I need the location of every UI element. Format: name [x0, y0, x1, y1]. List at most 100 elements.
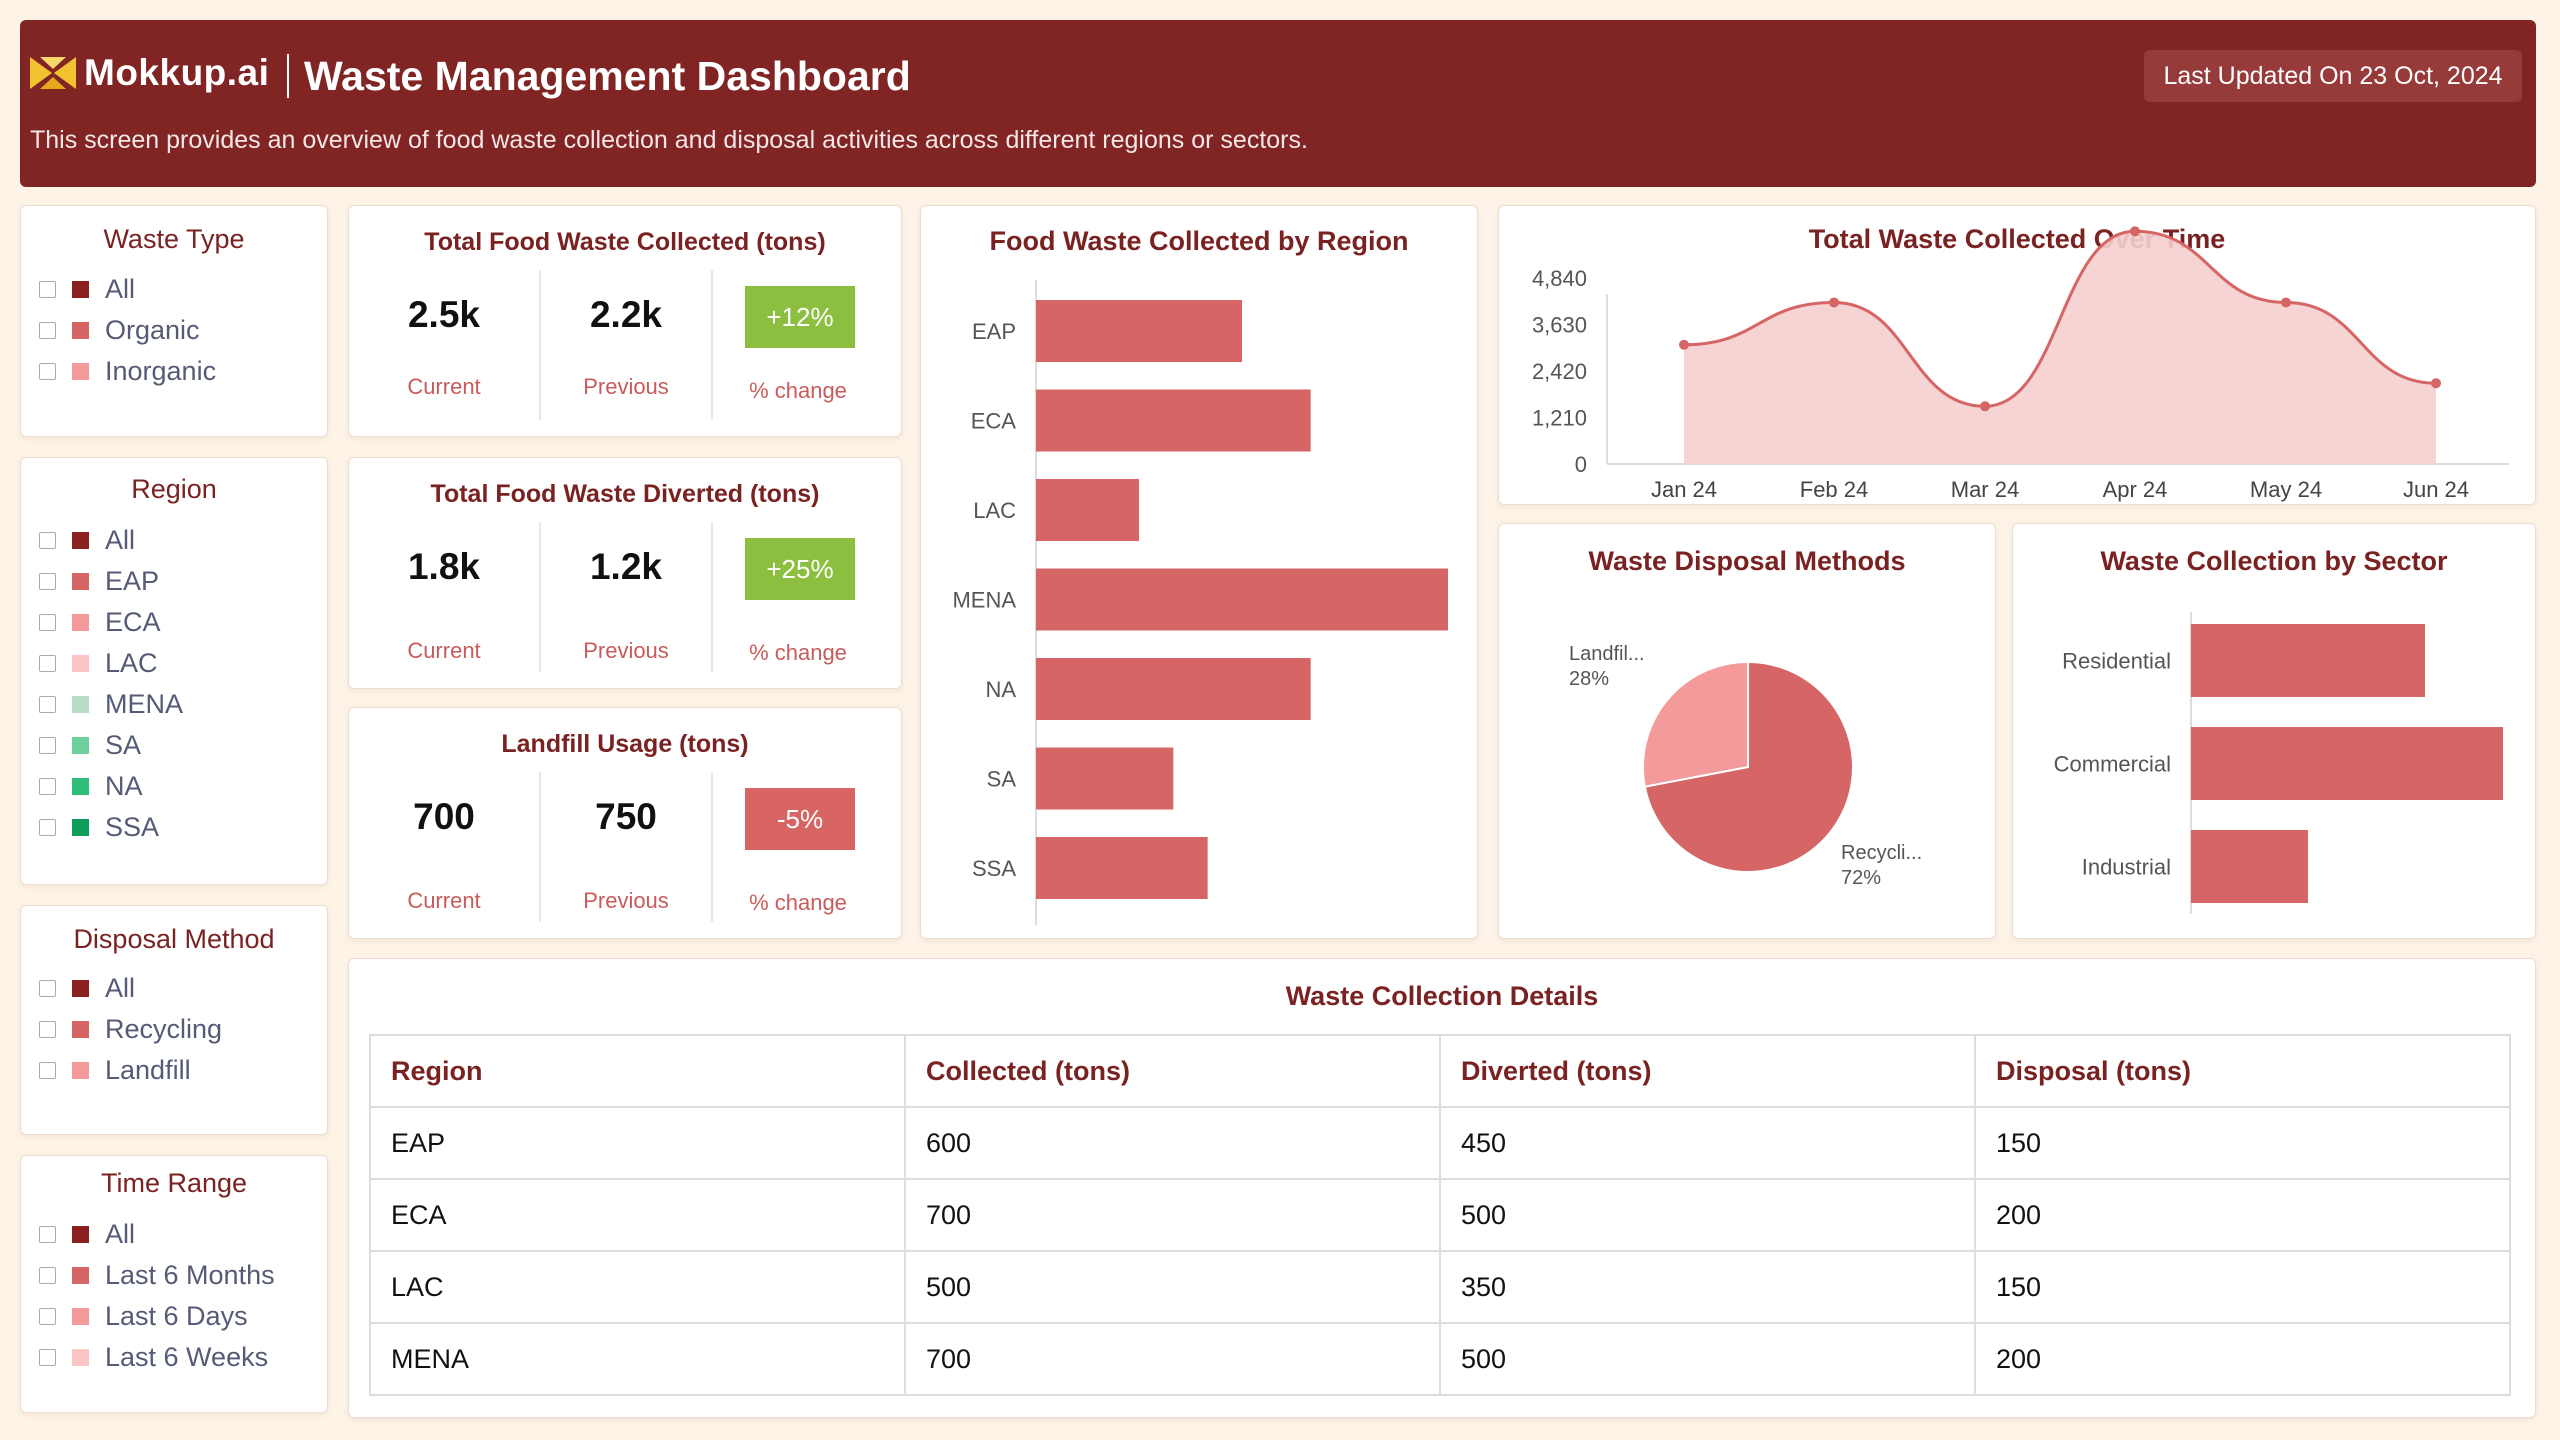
- chart-title: Food Waste Collected by Region: [989, 226, 1409, 256]
- y-tick-label: 2,420: [1532, 359, 1587, 384]
- kpi-card-landfill: Landfill Usage (tons) 700 Current 750 Pr…: [348, 707, 902, 939]
- checkbox[interactable]: [39, 655, 56, 672]
- checkbox[interactable]: [39, 1062, 56, 1079]
- tick-label: ECA: [971, 409, 1017, 434]
- option-label: SSA: [105, 812, 160, 842]
- color-swatch: [72, 532, 89, 549]
- chart-card-disposal-methods: Waste Disposal Methods Recycli... 72% Land…: [1498, 523, 1996, 939]
- checkbox[interactable]: [39, 819, 56, 836]
- table-cell: 200: [1974, 1178, 2511, 1252]
- kpi-current-value: 2.5k: [407, 294, 480, 335]
- column-header-diverted[interactable]: Diverted (tons): [1439, 1034, 1976, 1108]
- filter-option-lac[interactable]: LAC: [39, 643, 183, 684]
- header-divider: [287, 54, 289, 98]
- kpi-title: Total Food Waste Diverted (tons): [430, 480, 820, 508]
- checkbox[interactable]: [39, 980, 56, 997]
- color-swatch: [72, 573, 89, 590]
- filter-option-all[interactable]: All: [39, 1214, 275, 1255]
- color-swatch: [72, 363, 89, 380]
- bar-sa: [1036, 747, 1174, 810]
- table-cell: 150: [1974, 1250, 2511, 1324]
- kpi-change-badge: +12%: [745, 286, 855, 348]
- table-cell: 500: [1439, 1178, 1976, 1252]
- filter-option-landfill[interactable]: Landfill: [39, 1050, 222, 1091]
- checkbox[interactable]: [39, 363, 56, 380]
- checkbox[interactable]: [39, 1267, 56, 1284]
- filter-option-mena[interactable]: MENA: [39, 684, 183, 725]
- color-swatch: [72, 281, 89, 298]
- filter-option-all[interactable]: All: [39, 520, 183, 561]
- kpi-change-label: % change: [749, 378, 847, 403]
- filter-title: Disposal Method: [73, 924, 275, 954]
- tick-label: Commercial: [2054, 752, 2171, 777]
- table-card: Waste Collection Details Region Collecte…: [348, 958, 2536, 1418]
- kpi-change-badge: +25%: [745, 538, 855, 600]
- details-table: Region Collected (tons) Diverted (tons) …: [369, 1034, 2511, 1396]
- kpi-previous-label: Previous: [583, 888, 669, 913]
- filter-option-recycling[interactable]: Recycling: [39, 1009, 222, 1050]
- kpi-separator: [711, 270, 713, 420]
- bar-residential: [2191, 624, 2425, 697]
- color-swatch: [72, 655, 89, 672]
- kpi-current-label: Current: [407, 374, 481, 399]
- color-swatch: [72, 1308, 89, 1325]
- filter-option-sa[interactable]: SA: [39, 725, 183, 766]
- filter-option-last-6-months[interactable]: Last 6 Months: [39, 1255, 275, 1296]
- table-row: LAC 500 350 150: [369, 1250, 2511, 1324]
- filter-options: All Organic Inorganic: [39, 269, 216, 392]
- logo-text: Mokkup.ai: [84, 52, 270, 93]
- option-label: EAP: [105, 566, 160, 596]
- mokkup-logo-icon: [30, 57, 76, 89]
- y-tick-label: 4,840: [1532, 266, 1587, 291]
- filter-option-last-6-weeks[interactable]: Last 6 Weeks: [39, 1337, 275, 1378]
- page-title: Waste Management Dashboard: [304, 53, 911, 99]
- color-swatch: [72, 980, 89, 997]
- option-label: All: [105, 525, 136, 555]
- filter-option-ssa[interactable]: SSA: [39, 807, 183, 848]
- chart-card-by-sector: Waste Collection by Sector Residential Co…: [2012, 523, 2536, 939]
- column-header-disposal[interactable]: Disposal (tons): [1974, 1034, 2511, 1108]
- checkbox[interactable]: [39, 778, 56, 795]
- table-row: EAP 600 450 150: [369, 1106, 2511, 1180]
- checkbox[interactable]: [39, 737, 56, 754]
- bar-eca: [1036, 389, 1311, 452]
- option-label: All: [105, 1219, 136, 1249]
- checkbox[interactable]: [39, 573, 56, 590]
- column-header-region[interactable]: Region: [369, 1034, 906, 1108]
- table-row: MENA 700 500 200: [369, 1322, 2511, 1396]
- color-swatch: [72, 1267, 89, 1284]
- checkbox[interactable]: [39, 532, 56, 549]
- table-cell: 500: [904, 1250, 1441, 1324]
- table-cell: 500: [1439, 1322, 1976, 1396]
- column-header-collected[interactable]: Collected (tons): [904, 1034, 1441, 1108]
- checkbox[interactable]: [39, 322, 56, 339]
- filter-option-last-6-days[interactable]: Last 6 Days: [39, 1296, 275, 1337]
- checkbox[interactable]: [39, 281, 56, 298]
- filter-option-inorganic[interactable]: Inorganic: [39, 351, 216, 392]
- page-description: This screen provides an overview of food…: [30, 126, 1308, 154]
- kpi-previous-value: 2.2k: [589, 294, 662, 335]
- checkbox[interactable]: [39, 1308, 56, 1325]
- checkbox[interactable]: [39, 614, 56, 631]
- kpi-current: 1.8k Current: [359, 518, 529, 683]
- filter-options: All EAP ECA LAC MENA SA NA SSA: [39, 520, 183, 848]
- filter-option-eap[interactable]: EAP: [39, 561, 183, 602]
- checkbox[interactable]: [39, 1226, 56, 1243]
- checkbox[interactable]: [39, 696, 56, 713]
- filter-option-na[interactable]: NA: [39, 766, 183, 807]
- kpi-separator: [539, 772, 541, 922]
- table-cell: 700: [904, 1178, 1441, 1252]
- filter-title: Region: [131, 474, 217, 504]
- slice-percent-label: 28%: [1569, 668, 1609, 690]
- filter-option-organic[interactable]: Organic: [39, 310, 216, 351]
- kpi-separator: [711, 522, 713, 672]
- filter-option-all[interactable]: All: [39, 968, 222, 1009]
- filter-option-eca[interactable]: ECA: [39, 602, 183, 643]
- filter-option-all[interactable]: All: [39, 269, 216, 310]
- color-swatch: [72, 778, 89, 795]
- tick-label: NA: [985, 677, 1016, 702]
- kpi-current-value: 700: [413, 796, 475, 837]
- checkbox[interactable]: [39, 1021, 56, 1038]
- dashboard-header: Mokkup.ai Waste Management Dashboard Las…: [20, 20, 2536, 187]
- checkbox[interactable]: [39, 1349, 56, 1366]
